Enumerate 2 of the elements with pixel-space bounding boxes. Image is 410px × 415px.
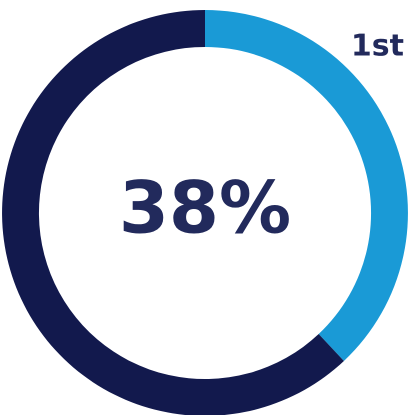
text: 1st — [350, 28, 404, 64]
data-label: 38% — [118, 166, 292, 250]
